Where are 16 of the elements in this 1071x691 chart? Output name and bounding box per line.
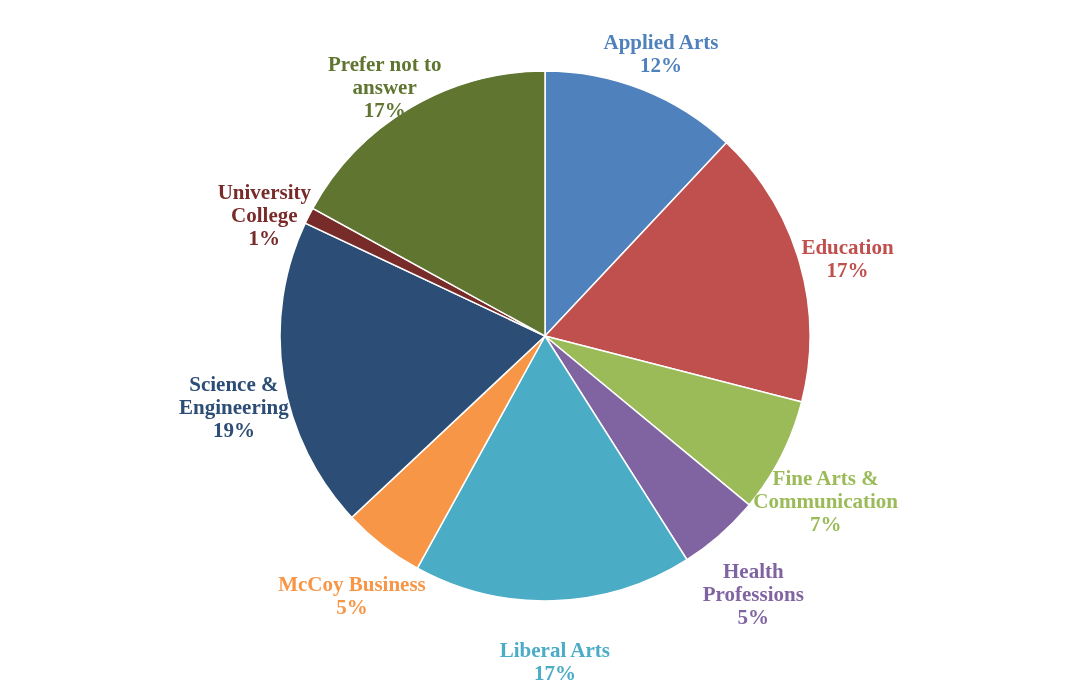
slice-label: Health Professions bbox=[702, 559, 804, 607]
slice-label: Science & Engineering bbox=[179, 372, 290, 420]
data-label: 17% bbox=[826, 258, 869, 283]
slice-label: McCoy Business bbox=[278, 571, 426, 596]
data-label: 5% bbox=[737, 605, 770, 630]
data-label: 7% bbox=[809, 512, 842, 537]
data-label: 12% bbox=[639, 53, 682, 78]
slice-label: Liberal Arts bbox=[499, 637, 611, 662]
slice-label: Education bbox=[801, 235, 894, 260]
slice-label: University College bbox=[217, 179, 312, 227]
data-label: 17% bbox=[533, 660, 576, 685]
slice-label: Applied Arts bbox=[603, 30, 719, 55]
data-label: 17% bbox=[363, 97, 406, 122]
data-label: 19% bbox=[212, 418, 255, 443]
slice-label: Prefer not to answer bbox=[327, 51, 442, 99]
slice-label: Fine Arts & Communication bbox=[753, 466, 899, 514]
